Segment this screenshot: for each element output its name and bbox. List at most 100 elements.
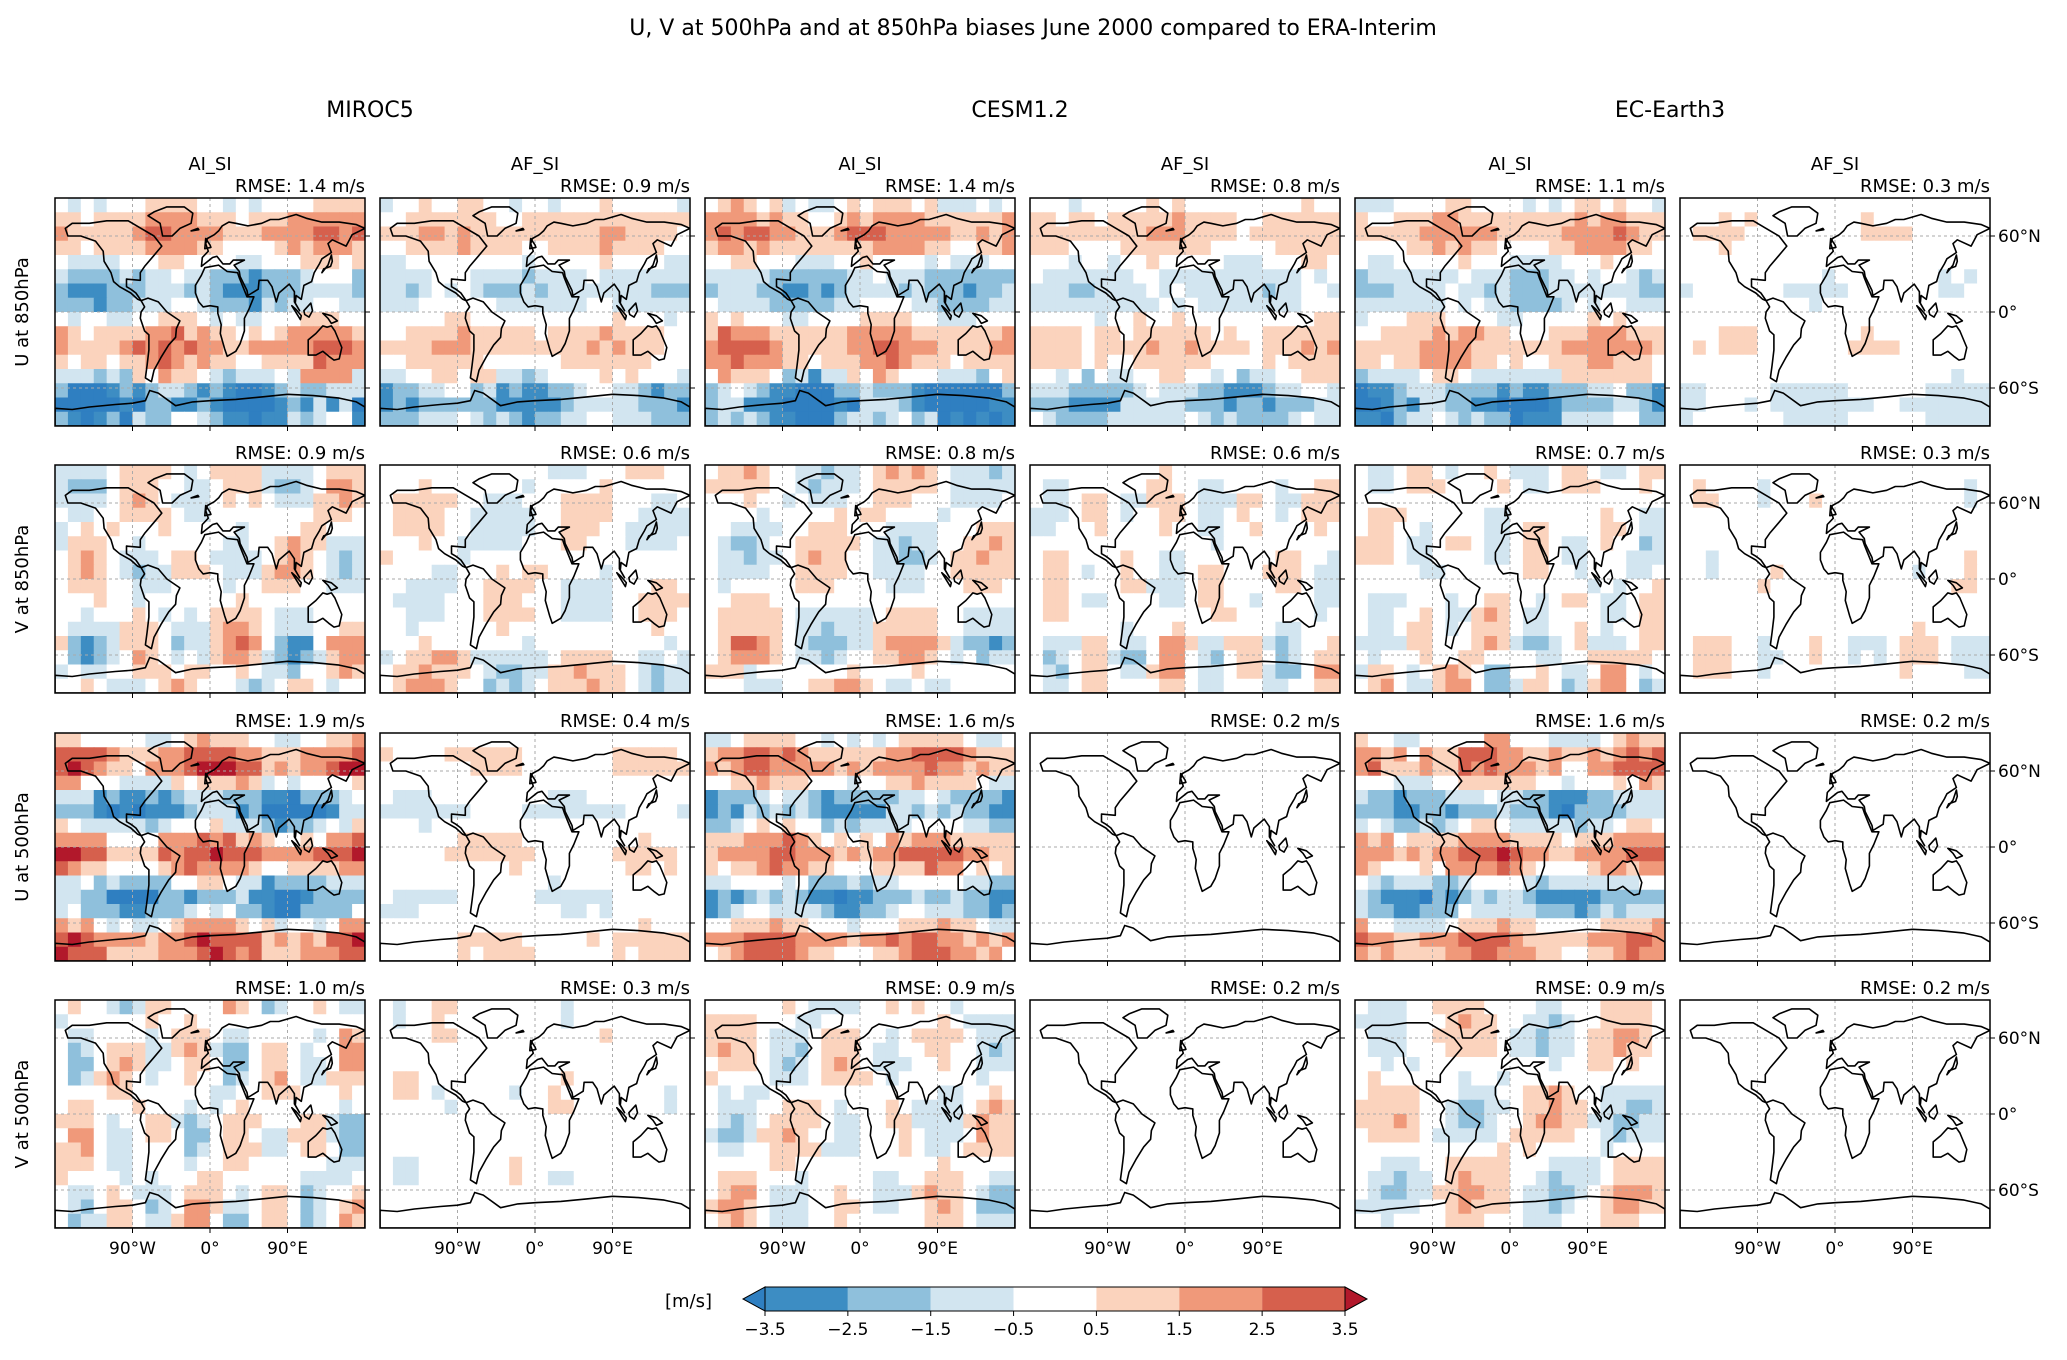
gridlines [380,465,690,693]
bias-cell [1718,312,1733,327]
bias-cell [1236,354,1251,370]
bias-cell [769,678,784,693]
bias-cell [248,664,263,680]
coastline [303,569,314,585]
bias-cell [1223,678,1238,693]
bias-cell [1159,269,1173,285]
bias-cell [1652,340,1665,356]
bias-cell [1796,354,1810,370]
bias-cell [1574,579,1589,594]
bias-cell [1081,369,1096,384]
bias-cell [132,354,147,370]
bias-cell [418,312,433,327]
bias-cell [457,397,472,413]
bias-cell [547,354,562,370]
bias-cell [1964,507,1978,523]
bias-cell [756,465,771,480]
bias-cell [1042,369,1057,384]
bias-cell [1535,678,1550,693]
bias-cell [1587,354,1602,370]
bias-cell [664,621,678,637]
bias-cell [509,607,523,623]
bias-cell [1185,383,1199,399]
bias-cell [1185,650,1199,666]
bias-cell [1030,354,1044,370]
bias-cell [509,536,523,552]
bias-cell [522,283,536,299]
bias-cell [1731,283,1746,299]
bias-cell [1275,369,1289,384]
bias-cell [80,354,95,370]
bias-cell [1367,226,1382,242]
bias-cell [380,507,394,523]
bias-cell [106,607,121,623]
bias-cell [1094,212,1109,228]
bias-cell [1314,664,1328,680]
coastline [1114,297,1156,383]
bias-cell [1535,493,1550,509]
bias-cell [1471,507,1485,523]
bias-cell [1899,269,1914,285]
bias-cell [1757,312,1772,327]
bias-cell [1977,198,1990,213]
bias-cell [248,465,263,480]
bias-cell [1692,621,1707,637]
bias-cell [1731,607,1746,623]
bias-cell [1522,493,1537,509]
bias-cell [1938,507,1952,523]
bias-cell [1938,411,1952,426]
bias-cell [1548,536,1563,552]
bias-cell [1899,678,1914,693]
bias-cell [808,593,822,609]
bias-cell [924,240,939,256]
bias-cell [1899,340,1914,356]
bias-cell [651,479,665,495]
bias-cell [1249,479,1264,495]
bias-cell [1094,354,1109,370]
bias-cell [248,326,263,342]
bias-cell [638,621,652,637]
bias-cell [300,493,314,509]
bias-cell [1133,212,1147,228]
bias-cell [911,664,926,680]
bias-cell [1406,564,1421,580]
coastline [55,656,365,693]
bias-cell [989,522,1003,537]
bias-cell [782,536,797,552]
bias-cell [1068,312,1083,327]
bias-cell [1159,383,1173,399]
coastline [519,531,580,625]
bias-cell [1613,550,1627,566]
bias-cell [392,312,407,327]
bias-cell [1692,255,1707,270]
bias-cell [1873,240,1888,256]
bias-cell [261,340,276,356]
bias-cell [1652,479,1665,495]
bias-cell [1938,465,1952,480]
bias-cell [1094,226,1109,242]
coastline [290,571,303,588]
coastline [646,521,659,541]
coastline [714,486,813,569]
coastline [472,206,519,237]
bias-cell [1355,354,1369,370]
bias-cell [158,283,172,299]
bias-cell [1094,636,1109,651]
bias-cell [1886,240,1901,256]
bias-cell [651,493,665,509]
bias-cell [339,593,353,609]
bias-cell [210,297,224,313]
bias-cell [599,678,614,693]
bias-cell [392,411,407,426]
bias-cell [1159,593,1173,609]
bias-cell [612,636,627,651]
bias-cell [1964,326,1978,342]
bias-cell [1120,607,1134,623]
bias-cell [1236,226,1251,242]
bias-cell [405,579,420,594]
bias-cell [547,621,562,637]
bias-cell [1497,607,1511,623]
bias-cell [1600,312,1614,327]
bias-cell [1094,621,1109,637]
bias-cell [106,579,121,594]
